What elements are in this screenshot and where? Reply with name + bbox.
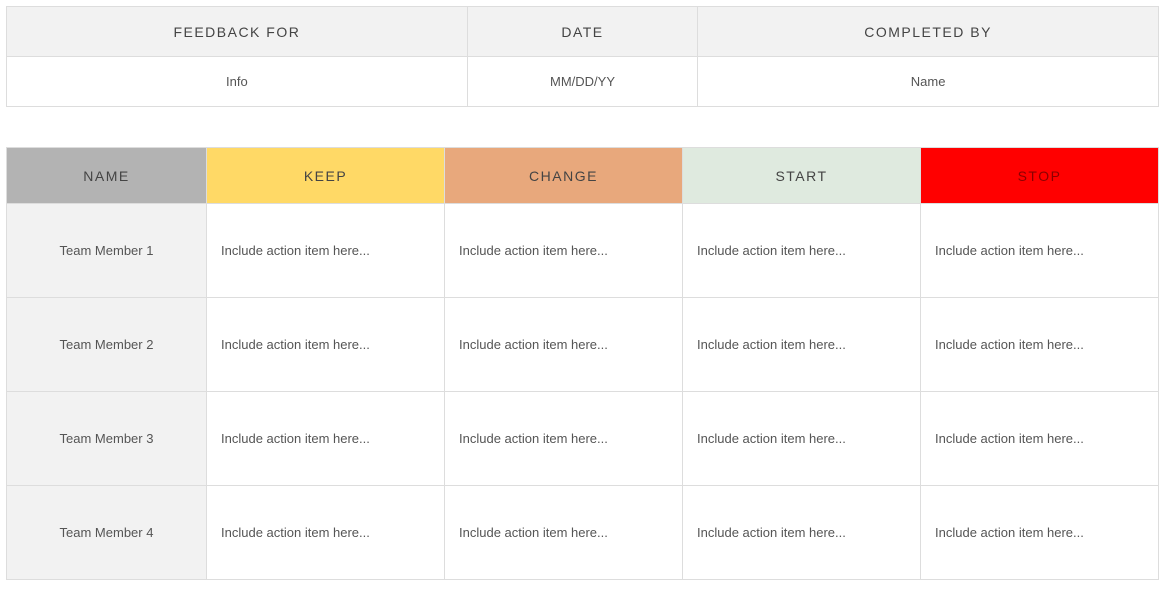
stop-cell[interactable]: Include action item here... [921, 486, 1159, 580]
header-name: NAME [7, 148, 207, 204]
change-cell[interactable]: Include action item here... [445, 204, 683, 298]
stop-cell[interactable]: Include action item here... [921, 204, 1159, 298]
keep-cell[interactable]: Include action item here... [207, 204, 445, 298]
table-row: Team Member 2 Include action item here..… [7, 298, 1159, 392]
member-name: Team Member 2 [7, 298, 207, 392]
stop-cell[interactable]: Include action item here... [921, 298, 1159, 392]
info-header-row: FEEDBACK FOR DATE COMPLETED BY [7, 7, 1159, 57]
change-cell[interactable]: Include action item here... [445, 486, 683, 580]
table-row: Team Member 4 Include action item here..… [7, 486, 1159, 580]
header-start: START [683, 148, 921, 204]
info-header-completed-by: COMPLETED BY [698, 7, 1159, 57]
start-cell[interactable]: Include action item here... [683, 204, 921, 298]
member-name: Team Member 3 [7, 392, 207, 486]
change-cell[interactable]: Include action item here... [445, 392, 683, 486]
stop-cell[interactable]: Include action item here... [921, 392, 1159, 486]
start-cell[interactable]: Include action item here... [683, 298, 921, 392]
keep-cell[interactable]: Include action item here... [207, 298, 445, 392]
info-value-completed-by[interactable]: Name [698, 57, 1159, 107]
info-header-feedback-for: FEEDBACK FOR [7, 7, 468, 57]
table-row: Team Member 3 Include action item here..… [7, 392, 1159, 486]
feedback-header-row: NAME KEEP CHANGE START STOP [7, 148, 1159, 204]
header-stop: STOP [921, 148, 1159, 204]
start-cell[interactable]: Include action item here... [683, 486, 921, 580]
start-cell[interactable]: Include action item here... [683, 392, 921, 486]
keep-cell[interactable]: Include action item here... [207, 486, 445, 580]
keep-cell[interactable]: Include action item here... [207, 392, 445, 486]
header-keep: KEEP [207, 148, 445, 204]
info-table: FEEDBACK FOR DATE COMPLETED BY Info MM/D… [6, 6, 1159, 107]
info-header-date: DATE [467, 7, 697, 57]
feedback-table: NAME KEEP CHANGE START STOP Team Member … [6, 147, 1159, 580]
info-value-row: Info MM/DD/YY Name [7, 57, 1159, 107]
header-change: CHANGE [445, 148, 683, 204]
member-name: Team Member 4 [7, 486, 207, 580]
info-value-date[interactable]: MM/DD/YY [467, 57, 697, 107]
table-row: Team Member 1 Include action item here..… [7, 204, 1159, 298]
change-cell[interactable]: Include action item here... [445, 298, 683, 392]
table-gap [6, 107, 1159, 147]
info-value-feedback-for[interactable]: Info [7, 57, 468, 107]
member-name: Team Member 1 [7, 204, 207, 298]
